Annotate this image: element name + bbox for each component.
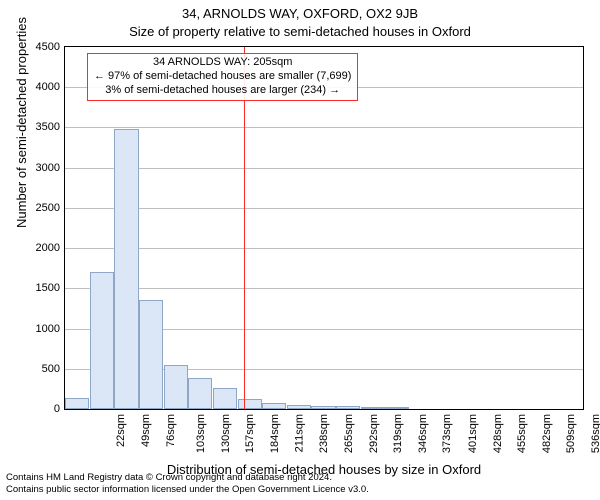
histogram-bar (238, 399, 262, 409)
gridline (65, 248, 583, 249)
reference-line (244, 47, 245, 409)
x-tick-label: 401sqm (467, 414, 479, 453)
y-axis-label: Number of semi-detached properties (14, 17, 29, 228)
x-tick-label: 373sqm (442, 414, 454, 453)
histogram-bar (361, 407, 385, 409)
x-tick-label: 265sqm (343, 414, 355, 453)
y-tick-label: 4500 (30, 41, 60, 53)
x-tick-label: 211sqm (293, 414, 305, 452)
x-tick-label: 482sqm (541, 414, 553, 453)
histogram-bar (287, 405, 311, 409)
y-tick-label: 500 (30, 363, 60, 375)
gridline (65, 208, 583, 209)
y-tick-label: 0 (30, 403, 60, 415)
annotation-line: 3% of semi-detached houses are larger (2… (94, 84, 351, 98)
histogram-bar (65, 398, 89, 409)
y-tick-label: 4000 (30, 81, 60, 93)
x-tick-label: 184sqm (269, 414, 281, 453)
x-tick-label: 455sqm (516, 414, 528, 453)
x-tick-label: 22sqm (115, 414, 127, 447)
gridline (65, 168, 583, 169)
x-tick-label: 103sqm (195, 414, 207, 453)
y-tick-label: 2000 (30, 242, 60, 254)
x-tick-label: 238sqm (318, 414, 330, 453)
x-tick-label: 346sqm (417, 414, 429, 453)
y-tick-label: 1500 (30, 282, 60, 294)
x-tick-label: 130sqm (220, 414, 232, 453)
annotation-line: 34 ARNOLDS WAY: 205sqm (94, 56, 351, 70)
x-tick-label: 509sqm (566, 414, 578, 453)
histogram-bar (114, 129, 138, 409)
y-tick-label: 2500 (30, 202, 60, 214)
x-tick-label: 319sqm (392, 414, 404, 453)
x-tick-label: 157sqm (245, 414, 257, 453)
histogram-bar (213, 388, 237, 409)
x-tick-label: 292sqm (368, 414, 380, 453)
annotation-line: ← 97% of semi-detached houses are smalle… (94, 70, 351, 84)
x-tick-label: 76sqm (165, 414, 177, 447)
histogram-bar (188, 378, 212, 409)
gridline (65, 127, 583, 128)
histogram-bar (311, 406, 335, 409)
chart-wrapper: { "header": { "title_line1": "34, ARNOLD… (0, 0, 600, 500)
footer-line2: Contains public sector information licen… (6, 484, 594, 495)
y-tick-label: 3000 (30, 162, 60, 174)
annotation-box: 34 ARNOLDS WAY: 205sqm← 97% of semi-deta… (87, 53, 358, 101)
x-tick-label: 49sqm (140, 414, 152, 447)
histogram-bar (139, 300, 163, 409)
histogram-bar (90, 272, 114, 409)
footer-attribution: Contains HM Land Registry data © Crown c… (6, 472, 594, 495)
histogram-bar (385, 407, 409, 409)
chart-title-line1: 34, ARNOLDS WAY, OXFORD, OX2 9JB (0, 6, 600, 21)
x-tick-label: 428sqm (492, 414, 504, 453)
histogram-bar (262, 403, 286, 409)
histogram-bar (164, 365, 188, 409)
plot-area: 34 ARNOLDS WAY: 205sqm← 97% of semi-deta… (64, 46, 584, 410)
footer-line1: Contains HM Land Registry data © Crown c… (6, 472, 594, 483)
plot-inner: 34 ARNOLDS WAY: 205sqm← 97% of semi-deta… (65, 47, 583, 409)
y-tick-label: 1000 (30, 323, 60, 335)
gridline (65, 288, 583, 289)
chart-title-line2: Size of property relative to semi-detach… (0, 24, 600, 39)
histogram-bar (336, 406, 360, 409)
y-tick-label: 3500 (30, 121, 60, 133)
x-tick-label: 536sqm (590, 414, 600, 453)
